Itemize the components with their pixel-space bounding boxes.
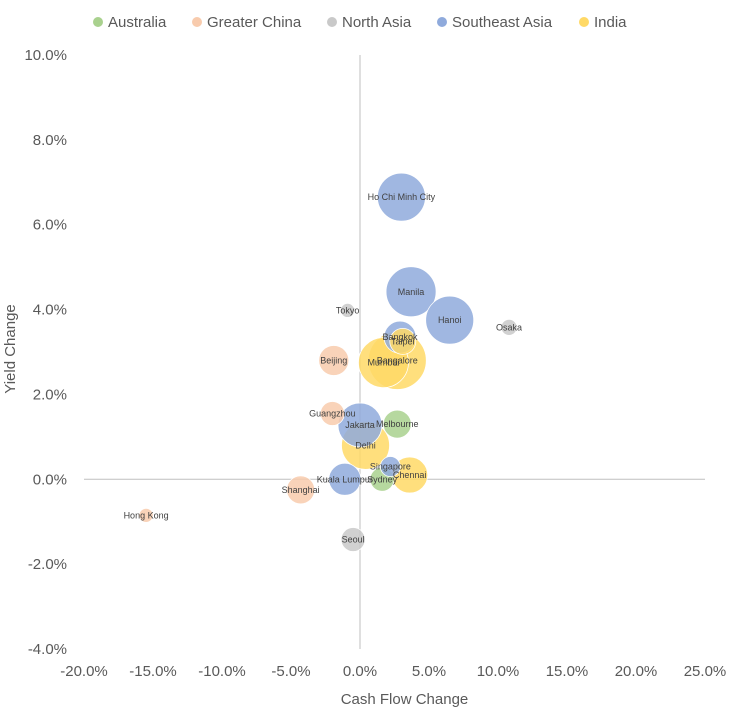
y-tick-label: 4.0%	[33, 302, 67, 319]
x-tick-label: 15.0%	[546, 663, 589, 680]
bubble-beijing	[318, 345, 350, 376]
bubble-singapore	[379, 456, 401, 477]
x-axis-title: Cash Flow Change	[341, 691, 469, 708]
bubble-label: Mumbai	[367, 358, 399, 368]
bubble-label: Hong Kong	[124, 510, 169, 520]
x-tick-label: 5.0%	[412, 663, 446, 680]
bubble-label: Manila	[398, 287, 425, 297]
y-tick-label: -2.0%	[28, 556, 67, 573]
bubble-label: Chennai	[393, 470, 427, 480]
legend-label: Australia	[108, 14, 167, 31]
x-tick-label: 20.0%	[615, 663, 658, 680]
legend-label: North Asia	[342, 14, 412, 31]
legend-label: India	[594, 14, 627, 31]
x-tick-label: -5.0%	[271, 663, 310, 680]
bubble-guangzhou	[320, 401, 345, 426]
legend-marker	[93, 17, 103, 27]
bubble-kuala-lumpur	[328, 462, 362, 496]
bubbles	[138, 172, 518, 552]
x-tick-label: -20.0%	[60, 663, 108, 680]
bubble-label: Taipei	[391, 336, 415, 346]
y-tick-label: -4.0%	[28, 641, 67, 658]
bubble-jakarta	[337, 402, 383, 448]
bubble-label: Singapore	[370, 462, 411, 472]
bubble-label: Shanghai	[282, 485, 320, 495]
bubble-label: Melbourne	[376, 419, 419, 429]
legend-label: Southeast Asia	[452, 14, 553, 31]
y-tick-label: 2.0%	[33, 386, 67, 403]
x-tick-label: -10.0%	[198, 663, 246, 680]
bubble-seoul	[340, 527, 366, 552]
bubble-ho-chi-minh-city	[377, 172, 426, 222]
bubble-labels: Bangalore Manila Mumbai Ho Chi Minh City Han…	[124, 192, 522, 544]
bubble-label: Hanoi	[438, 315, 462, 325]
bubble-label: Jakarta	[345, 420, 375, 430]
bubble-label: Bangalore	[377, 355, 418, 365]
legend-marker	[192, 17, 202, 27]
bubble-label: Osaka	[496, 322, 522, 332]
legend-marker	[327, 17, 337, 27]
bubble-melbourne	[382, 409, 412, 439]
y-axis-title: Yield Change	[2, 304, 19, 394]
bubble-label: Kuala Lumpur	[317, 474, 373, 484]
bubble-manila	[385, 266, 437, 318]
bubble-hong-kong	[138, 507, 154, 523]
bubble-osaka	[500, 319, 518, 336]
bubble-label: Seoul	[342, 535, 365, 545]
bubble-hanoi	[425, 295, 475, 345]
legend: Australia Greater China North Asia Southeas…	[93, 14, 627, 31]
bubble-shanghai	[286, 475, 316, 505]
y-tick-label: 0.0%	[33, 471, 67, 488]
bubble-label: Bangkok	[383, 332, 419, 342]
bubble-label: Beijing	[320, 355, 347, 365]
x-tick-label: 0.0%	[343, 663, 377, 680]
bubble-taipei	[389, 328, 417, 355]
bubble-tokyo	[340, 303, 355, 318]
legend-marker	[579, 17, 589, 27]
x-tick-label: -15.0%	[129, 663, 177, 680]
y-tick-label: 8.0%	[33, 132, 67, 149]
bubble-label: Ho Chi Minh City	[368, 192, 436, 202]
bubble-label: Tokyo	[336, 305, 360, 315]
legend-label: Greater China	[207, 14, 302, 31]
axes: -20.0% -15.0% -10.0% -5.0% 0.0% 5.0% 10.0% 15.0…	[24, 47, 726, 680]
bubble-label: Delhi	[355, 440, 376, 450]
legend-marker	[437, 17, 447, 27]
bubble-label: Guangzhou	[309, 409, 356, 419]
bubble-label: Sydney	[367, 474, 398, 484]
y-tick-label: 10.0%	[24, 47, 67, 64]
y-tick-label: 6.0%	[33, 217, 67, 234]
x-tick-label: 10.0%	[477, 663, 520, 680]
x-tick-label: 25.0%	[684, 663, 727, 680]
